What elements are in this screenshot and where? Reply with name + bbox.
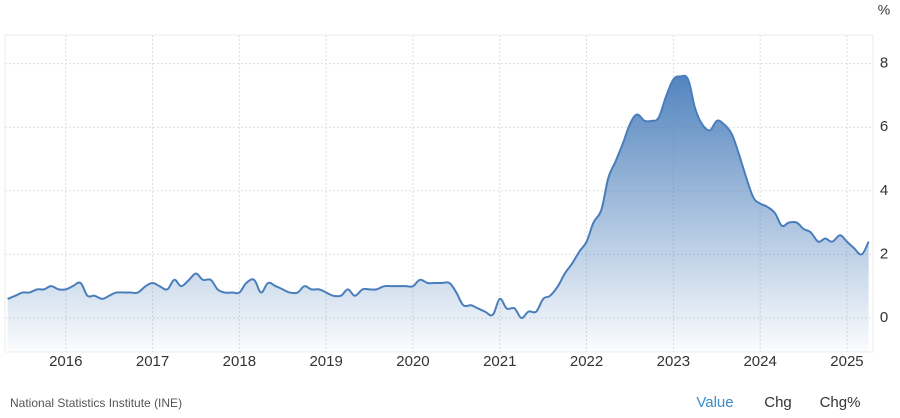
source: National Statistics Institute (INE) [10, 396, 182, 410]
tab[interactable]: Chg [764, 394, 792, 411]
y-tick-label: 0 [880, 309, 888, 326]
x-tick-label: 2025 [830, 353, 863, 370]
line [7, 74, 870, 319]
tab[interactable]: Value [696, 394, 733, 411]
x-tick-label: 2019 [309, 353, 342, 370]
tab[interactable]: Chg% [820, 394, 861, 411]
area-fill [7, 75, 869, 353]
y-tick-label: 4 [880, 182, 888, 199]
x-tick-label: 2022 [570, 353, 603, 370]
y-tick-label: 8 [880, 55, 888, 72]
y-tick-label: 6 [880, 118, 888, 135]
x-tick-label: 2021 [483, 353, 516, 370]
y-tick-label: 2 [880, 245, 888, 262]
x-tick-label: 2017 [136, 353, 169, 370]
x-tick-label: 2018 [223, 353, 256, 370]
x-tick-label: 2023 [657, 353, 690, 370]
unit-label: % [878, 2, 890, 18]
x-tick-label: 2024 [743, 353, 776, 370]
x-tick-label: 2020 [396, 353, 429, 370]
x-tick-label: 2016 [49, 353, 82, 370]
